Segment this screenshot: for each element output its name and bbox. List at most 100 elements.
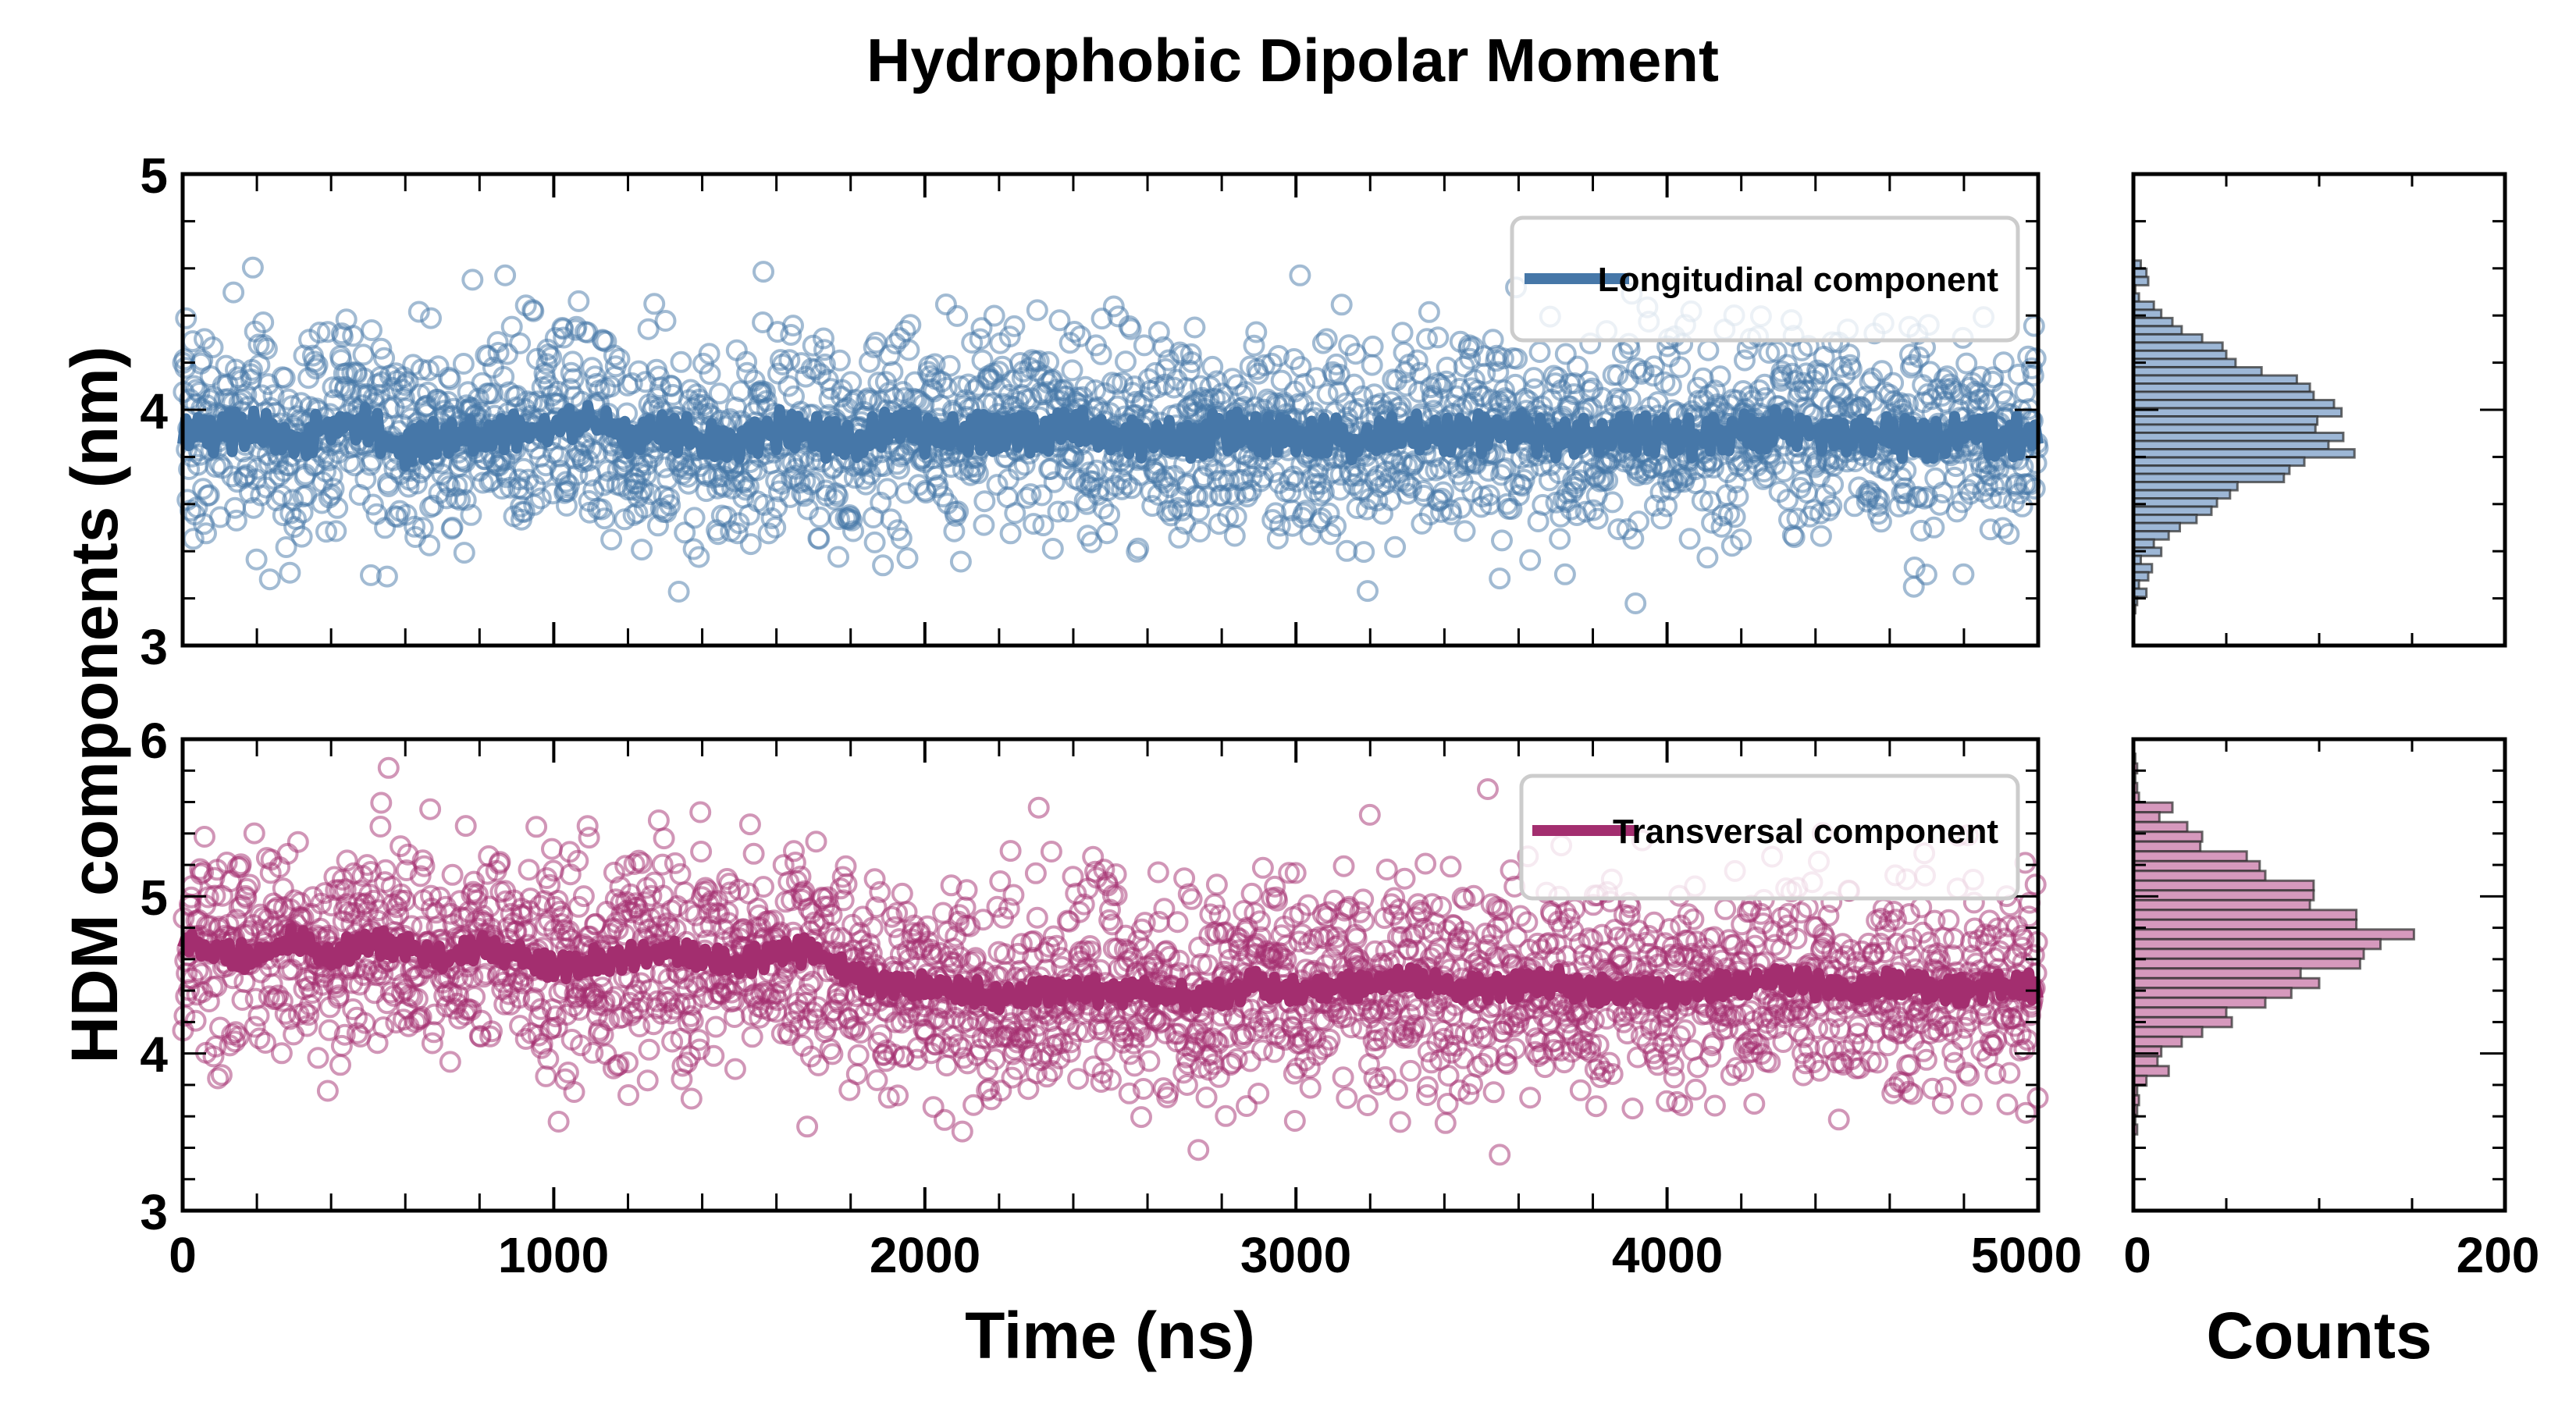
data-point — [841, 509, 863, 532]
data-point — [1024, 862, 1047, 884]
data-point — [675, 457, 698, 480]
data-point — [1187, 1139, 1210, 1161]
y-axis-label: HDM components (nm) — [58, 346, 131, 1063]
chart-title: Hydrophobic Dipolar Moment — [866, 26, 1719, 94]
data-point — [307, 1047, 329, 1069]
data-point — [827, 485, 849, 507]
data-point — [194, 826, 215, 848]
data-point — [631, 539, 653, 561]
data-point — [741, 1026, 763, 1048]
data-point — [316, 321, 339, 343]
data-point — [590, 498, 613, 521]
longitudinal-timeseries-panel: 5 4 3 Longitudinal component — [140, 148, 2049, 675]
data-point — [1040, 841, 1062, 863]
data-point — [184, 1009, 207, 1032]
data-point — [621, 372, 643, 394]
data-point — [699, 363, 721, 386]
data-point — [946, 304, 969, 327]
data-point — [315, 521, 337, 543]
data-point — [735, 350, 758, 373]
data-point — [419, 798, 442, 820]
data-point — [664, 852, 686, 874]
data-point — [235, 383, 258, 406]
data-point — [1330, 293, 1353, 316]
data-point — [1389, 1111, 1411, 1133]
data-point — [777, 375, 800, 397]
data-point — [653, 827, 675, 850]
data-point — [654, 310, 677, 332]
data-point — [1685, 1078, 1707, 1101]
data-point — [245, 548, 268, 571]
data-point — [420, 307, 442, 329]
data-point — [393, 386, 415, 409]
data-point — [418, 534, 441, 557]
data-point — [949, 550, 972, 573]
data-point — [855, 473, 877, 496]
data-point — [724, 1058, 746, 1080]
data-point — [1528, 341, 1551, 363]
data-point — [689, 801, 712, 823]
data-point — [441, 863, 464, 886]
data-point — [197, 484, 220, 507]
data-point — [608, 347, 631, 370]
data-point — [1624, 592, 1647, 614]
data-point — [541, 838, 563, 860]
data-point — [279, 502, 302, 525]
data-point — [888, 457, 910, 480]
data-point — [496, 343, 518, 365]
data-point — [316, 1080, 339, 1102]
data-point — [1008, 458, 1030, 481]
data-point — [1663, 1066, 1685, 1089]
data-point — [487, 341, 510, 364]
data-point — [270, 1042, 293, 1065]
data-point — [422, 1021, 445, 1044]
data-point — [999, 522, 1022, 545]
data-point — [881, 361, 904, 383]
data-point — [834, 855, 857, 877]
data-point — [370, 337, 393, 360]
data-point — [241, 256, 264, 279]
data-point — [496, 466, 518, 489]
data-point — [255, 337, 278, 360]
data-point — [1361, 335, 1384, 357]
data-point — [522, 300, 545, 322]
data-point — [927, 474, 949, 496]
data-point — [1669, 356, 1692, 379]
data-point — [1147, 861, 1169, 884]
data-point — [1519, 549, 1542, 571]
data-point — [891, 882, 913, 905]
data-point — [845, 1063, 868, 1086]
data-point — [617, 1084, 639, 1106]
data-point — [1477, 778, 1499, 800]
data-point — [966, 462, 989, 485]
data-point — [509, 332, 532, 354]
data-point — [1585, 1095, 1607, 1118]
data-point — [669, 863, 692, 885]
data-point — [370, 791, 393, 814]
data-point — [899, 314, 922, 336]
data-point — [898, 339, 920, 361]
data-point — [361, 319, 382, 341]
data-point — [1553, 563, 1576, 585]
data-point — [556, 494, 578, 517]
data-point — [1549, 528, 1571, 550]
data-point — [1482, 1081, 1505, 1104]
data-point — [813, 327, 834, 350]
data-point — [973, 514, 995, 536]
data-point — [449, 489, 471, 511]
data-point — [512, 457, 535, 480]
data-point — [1414, 852, 1437, 875]
data-point — [925, 465, 948, 488]
data-point — [360, 564, 382, 586]
data-point — [1952, 563, 1975, 585]
data-point — [683, 507, 706, 529]
data-point — [557, 1062, 579, 1083]
data-point — [1041, 538, 1064, 560]
data-point — [272, 877, 294, 900]
data-point — [646, 386, 668, 409]
data-point — [973, 490, 996, 513]
data-point — [674, 521, 696, 544]
data-point — [969, 328, 991, 350]
data-point — [1439, 855, 1462, 878]
data-point — [726, 522, 749, 545]
